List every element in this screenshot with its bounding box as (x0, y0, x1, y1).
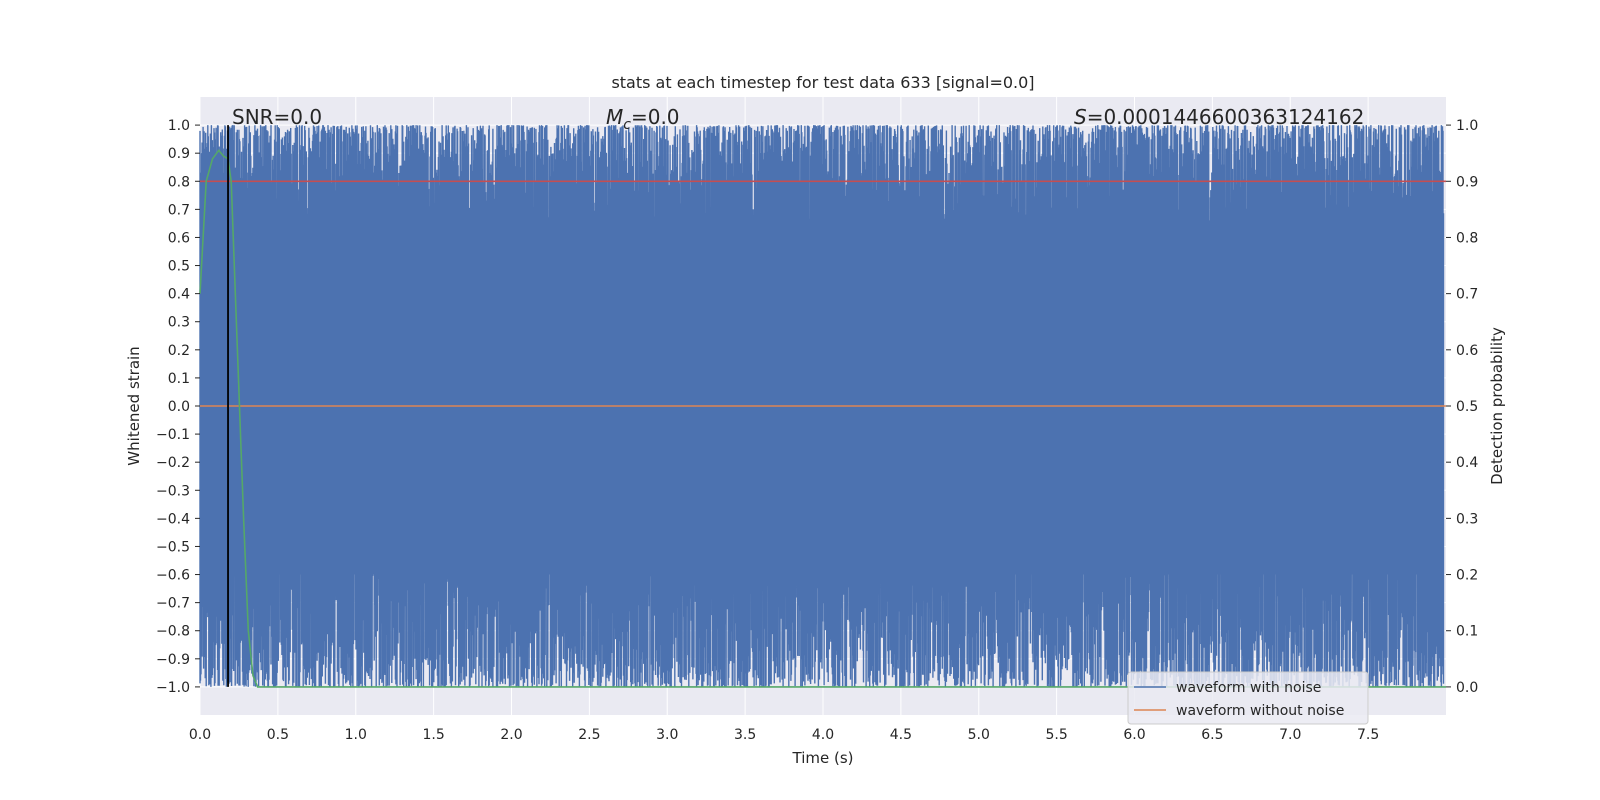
x-tick-label: 2.0 (500, 727, 522, 743)
left-y-tick-label: −0.7 (156, 596, 190, 612)
right-y-tick-label: 0.1 (1456, 624, 1478, 640)
legend-box (1127, 671, 1369, 725)
score-value: =0.0001446600363124162 (1087, 105, 1365, 129)
right-y-tick-label: 0.6 (1456, 343, 1478, 359)
left-y-tick-label: −0.9 (156, 652, 190, 668)
left-y-tick-label: −0.3 (156, 483, 190, 499)
left-y-tick-label: 1.0 (168, 118, 190, 134)
waveform-with-noise-body (200, 251, 1444, 575)
right-y-axis-label: Detection probability (1488, 327, 1506, 485)
x-tick-label: 5.0 (968, 727, 990, 743)
right-y-tick-label: 1.0 (1456, 118, 1478, 134)
left-y-tick-label: −0.8 (156, 624, 190, 640)
left-y-axis-label: Whitened strain (125, 346, 143, 465)
plot-area (199, 125, 1446, 688)
chirp-mass-value: =0.0 (631, 105, 680, 129)
left-y-tick-label: 0.0 (168, 399, 190, 415)
x-tick-label: 7.5 (1357, 727, 1379, 743)
legend-label-noise: waveform with noise (1176, 680, 1321, 696)
right-y-tick-label: 0.4 (1456, 455, 1478, 471)
x-tick-label: 4.5 (890, 727, 912, 743)
left-y-tick-label: −0.4 (156, 511, 190, 527)
score-symbol: S (1074, 105, 1087, 129)
x-tick-label: 5.5 (1045, 727, 1067, 743)
x-tick-label: 0.5 (267, 727, 289, 743)
snr-annotation: SNR=0.0 (232, 105, 322, 129)
x-tick-label: 1.5 (422, 727, 444, 743)
right-y-tick-label: 0.2 (1456, 568, 1478, 584)
x-axis-label: Time (s) (792, 749, 854, 767)
right-y-tick-label: 0.7 (1456, 287, 1478, 303)
chirp-mass-subscript: c (623, 117, 631, 133)
detection-probability-line (199, 149, 1446, 688)
left-y-tick-label: −1.0 (156, 680, 190, 696)
left-y-tick-label: 0.8 (168, 174, 190, 190)
right-y-tick-label: 0.0 (1456, 680, 1478, 696)
left-y-tick-label: 0.3 (168, 315, 190, 331)
legend-label-clean: waveform without noise (1176, 703, 1344, 719)
right-y-tick-label: 0.8 (1456, 230, 1478, 246)
chirp-mass-symbol: M (606, 105, 623, 129)
left-y-tick-label: 0.6 (168, 230, 190, 246)
left-y-tick-label: 0.5 (168, 259, 190, 275)
x-tick-label: 0.0 (189, 727, 211, 743)
score-annotation: S=0.0001446600363124162 (1074, 105, 1364, 129)
left-y-tick-label: −0.5 (156, 539, 190, 555)
x-tick-label: 3.5 (734, 727, 756, 743)
left-y-tick-label: 0.9 (168, 146, 190, 162)
left-y-tick-label: 0.7 (168, 202, 190, 218)
left-y-tick-label: −0.1 (156, 427, 190, 443)
x-tick-label: 1.0 (345, 727, 367, 743)
left-y-tick-label: −0.2 (156, 455, 190, 471)
x-tick-label: 3.0 (656, 727, 678, 743)
x-tick-labels: 0.0 0.5 1.0 1.5 2.0 2.5 3.0 3.5 4.0 4.5 5.0 5.5 6.0 6… (189, 727, 1379, 743)
right-y-tick-labels: 1.0 0.9 0.8 0.7 0.6 0.5 0.4 0.3 0.2 0.1 0.0 (1446, 118, 1478, 696)
x-tick-label: 7.0 (1279, 727, 1301, 743)
chart-title: stats at each timestep for test data 633… (611, 73, 1034, 92)
x-tick-label: 4.0 (812, 727, 834, 743)
legend: waveform with noise waveform without noi… (1127, 671, 1369, 725)
x-tick-label: 6.5 (1201, 727, 1223, 743)
left-y-tick-label: 0.2 (168, 343, 190, 359)
x-tick-label: 6.0 (1123, 727, 1145, 743)
right-y-tick-label: 0.3 (1456, 511, 1478, 527)
left-y-tick-label: 0.4 (168, 287, 190, 303)
left-y-tick-labels: 1.0 0.9 0.8 0.7 0.6 0.5 0.4 0.3 0.2 0.1 0.0 −0.1 −0.… (156, 118, 200, 696)
left-y-tick-label: −0.6 (156, 568, 190, 584)
right-y-tick-label: 0.5 (1456, 399, 1478, 415)
right-y-tick-label: 0.9 (1456, 174, 1478, 190)
left-y-tick-label: 0.1 (168, 371, 190, 387)
chirp-mass-annotation: Mc=0.0 (606, 105, 680, 133)
x-tick-label: 2.5 (578, 727, 600, 743)
